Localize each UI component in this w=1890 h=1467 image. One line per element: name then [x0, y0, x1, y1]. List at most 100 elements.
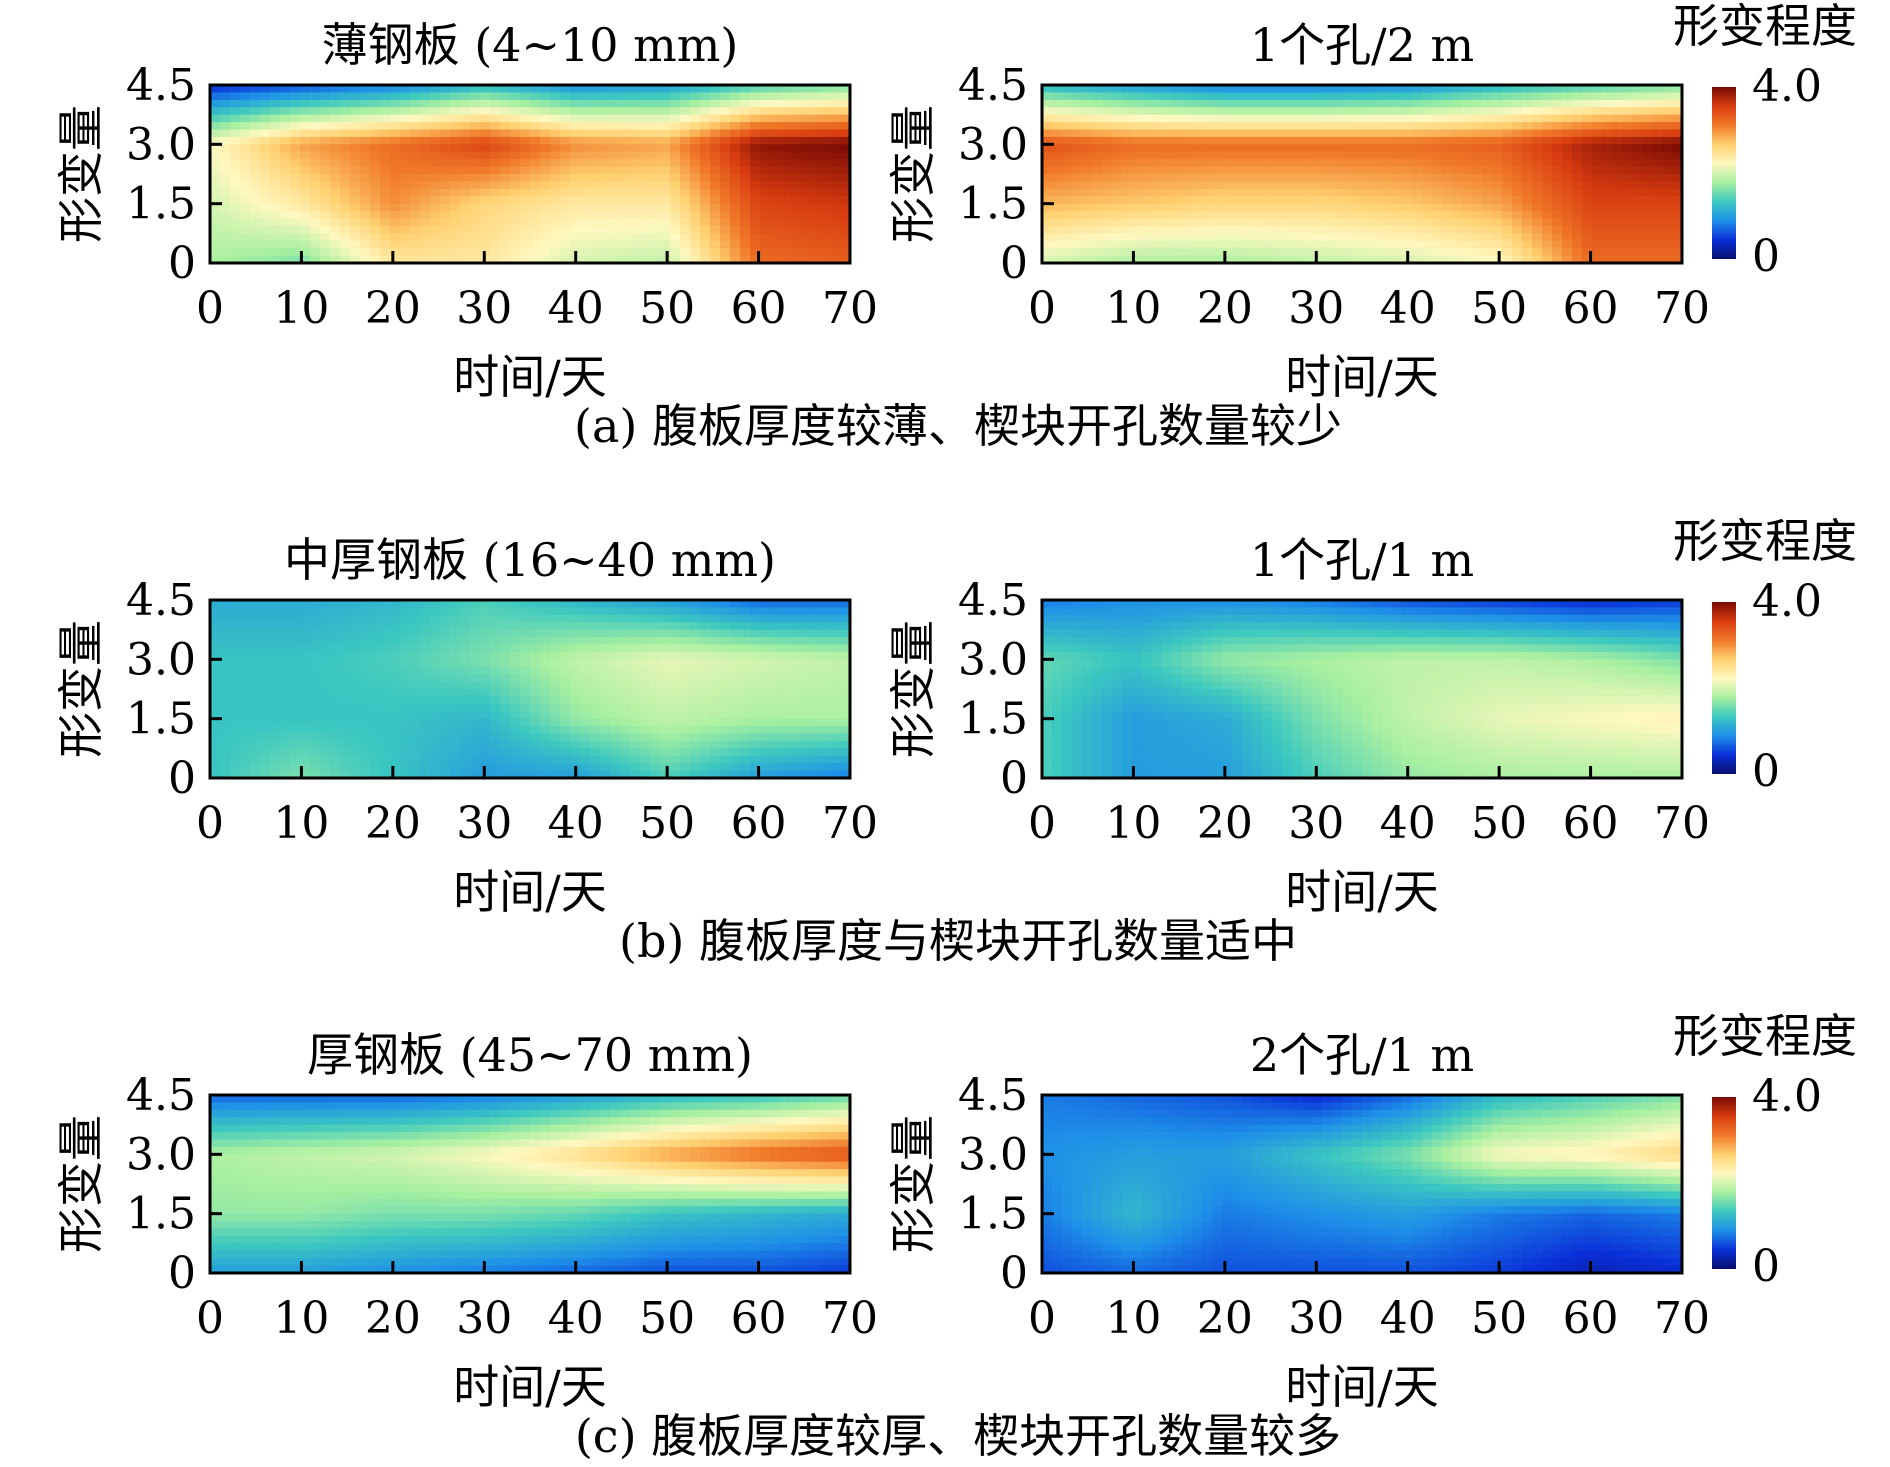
heatmap-cell — [800, 196, 811, 205]
heatmap-cell — [560, 770, 571, 779]
heatmap-cell — [350, 651, 361, 660]
heatmap-cell — [1322, 114, 1333, 123]
heatmap-cell — [740, 136, 751, 145]
heatmap-cell — [760, 99, 771, 108]
heatmap-cell — [790, 151, 801, 160]
heatmap-cell — [1272, 607, 1283, 616]
heatmap-cell — [1462, 607, 1473, 616]
heatmap-cell — [1212, 122, 1223, 131]
heatmap-cell — [350, 718, 361, 727]
heatmap-cell — [600, 689, 611, 698]
heatmap-cell — [270, 637, 281, 646]
heatmap-cell — [1322, 622, 1333, 631]
heatmap-cell — [400, 114, 411, 123]
heatmap-cell — [500, 99, 511, 108]
heatmap-cell — [1132, 203, 1143, 212]
heatmap-cell — [1512, 240, 1523, 249]
heatmap-cell — [1282, 255, 1293, 264]
heatmap-cell — [700, 85, 711, 94]
x-tick-label: 20 — [365, 798, 421, 849]
heatmap-cell — [1472, 196, 1483, 205]
heatmap-cell — [310, 733, 321, 742]
heatmap-cell — [1512, 99, 1523, 108]
heatmap-cell — [550, 188, 561, 197]
heatmap-cell — [660, 696, 671, 705]
heatmap-cell — [1622, 99, 1633, 108]
heatmap-cell — [660, 92, 671, 101]
heatmap-cell — [700, 622, 711, 631]
heatmap-cell — [350, 607, 361, 616]
heatmap-cell — [260, 755, 271, 764]
heatmap-cell — [240, 136, 251, 145]
heatmap-cell — [580, 203, 591, 212]
heatmap-cell — [480, 666, 491, 675]
heatmap-cell — [230, 763, 241, 772]
heatmap-cell — [380, 681, 391, 690]
heatmap-cell — [1602, 99, 1613, 108]
heatmap-cell — [1372, 92, 1383, 101]
heatmap-cell — [650, 600, 661, 609]
heatmap-cell — [430, 240, 441, 249]
heatmap-cell — [760, 174, 771, 183]
heatmap-cell — [1622, 92, 1633, 101]
heatmap-cell — [690, 114, 701, 123]
heatmap-cell — [1072, 188, 1083, 197]
heatmap-cell — [830, 614, 841, 623]
heatmap-cell — [1392, 159, 1403, 168]
heatmap-cell — [720, 755, 731, 764]
heatmap-cell — [450, 770, 461, 779]
heatmap-cell — [1512, 203, 1523, 212]
heatmap-cell — [1192, 144, 1203, 153]
heatmap-cell — [1212, 151, 1223, 160]
heatmap-cell — [770, 696, 781, 705]
heatmap-cell — [500, 637, 511, 646]
heatmap-cell — [740, 174, 751, 183]
heatmap-cell — [1272, 107, 1283, 116]
heatmap-cell — [720, 666, 731, 675]
heatmap-cell — [1652, 122, 1663, 131]
heatmap-cell — [690, 151, 701, 160]
heatmap-cell — [550, 144, 561, 153]
heatmap-cell — [1302, 218, 1313, 227]
heatmap-cell — [1192, 99, 1203, 108]
heatmap-cell — [610, 240, 621, 249]
heatmap-cell — [350, 644, 361, 653]
heatmap-cell — [1112, 166, 1123, 175]
heatmap-cell — [470, 703, 481, 712]
heatmap-cell — [740, 233, 751, 242]
heatmap-cell — [640, 122, 651, 131]
heatmap-cell — [670, 689, 681, 698]
heatmap-cell — [1152, 136, 1163, 145]
heatmap-cell — [730, 92, 741, 101]
heatmap-cell — [240, 607, 251, 616]
heatmap-cell — [480, 240, 491, 249]
heatmap-cell — [1592, 151, 1603, 160]
heatmap-cell — [280, 174, 291, 183]
heatmap-cell — [1462, 129, 1473, 138]
heatmap-cell — [690, 85, 701, 94]
heatmap-cell — [1052, 196, 1063, 205]
heatmap-cell — [590, 674, 601, 683]
heatmap-cell — [620, 203, 631, 212]
heatmap-cell — [1542, 107, 1553, 116]
heatmap-cell — [300, 92, 311, 101]
heatmap-cell — [670, 196, 681, 205]
heatmap-cell — [1172, 85, 1183, 94]
heatmap-cell — [1542, 99, 1553, 108]
x-tick-label: 60 — [1563, 283, 1619, 334]
heatmap-cell — [280, 644, 291, 653]
heatmap-cell — [1312, 144, 1323, 153]
heatmap-cell — [680, 674, 691, 683]
heatmap-cell — [1152, 166, 1163, 175]
heatmap-cell — [1532, 181, 1543, 190]
heatmap-cell — [1612, 600, 1623, 609]
heatmap-cell — [1662, 218, 1673, 227]
heatmap-cell — [1662, 151, 1673, 160]
heatmap-cell — [1122, 622, 1133, 631]
heatmap-cell — [370, 107, 381, 116]
heatmap-cell — [1592, 99, 1603, 108]
heatmap-cell — [800, 666, 811, 675]
heatmap-cell — [1102, 99, 1113, 108]
heatmap-cell — [250, 600, 261, 609]
heatmap-cell — [630, 99, 641, 108]
